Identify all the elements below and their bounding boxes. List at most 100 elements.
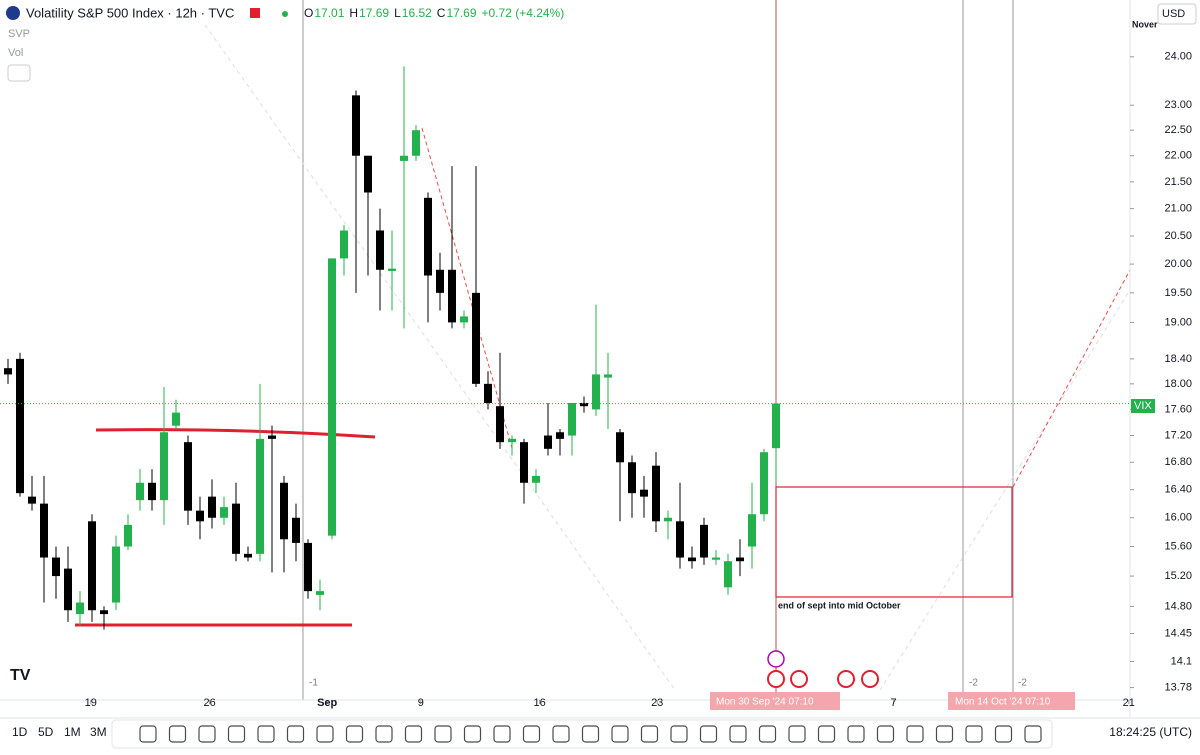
y-tick-label: 16.00 — [1164, 512, 1192, 524]
tool-icon[interactable] — [847, 725, 865, 743]
tool-icon[interactable] — [965, 725, 983, 743]
tool-icon[interactable] — [876, 725, 895, 743]
candle-body — [256, 438, 264, 554]
candle-body — [580, 402, 588, 407]
y-tick-label: 24.00 — [1164, 51, 1192, 63]
tool-icon[interactable] — [817, 725, 836, 743]
tool-icon[interactable] — [345, 725, 364, 743]
candle-body — [100, 610, 108, 615]
y-tick-label: 15.60 — [1164, 540, 1192, 552]
y-tick-label: 22.50 — [1164, 124, 1192, 136]
y-tick-label: 14.1 — [1171, 655, 1192, 667]
tool-icon[interactable] — [139, 725, 157, 743]
range-button[interactable]: 5D — [38, 725, 54, 739]
candle-body — [160, 432, 168, 501]
candle-body — [700, 524, 708, 558]
candle-body — [676, 521, 684, 558]
tool-icon[interactable] — [375, 725, 393, 743]
event-icon[interactable] — [767, 650, 785, 668]
candle-body — [592, 374, 600, 410]
x-tick-label: 7 — [891, 697, 897, 709]
collapse-button[interactable] — [7, 64, 31, 82]
ohlc-key: O — [304, 6, 313, 20]
candle-body — [184, 442, 192, 511]
tool-icon[interactable] — [994, 725, 1013, 743]
range-button[interactable]: 3M — [90, 725, 107, 739]
y-tick-label: 13.78 — [1164, 681, 1192, 693]
y-tick-label: 21.50 — [1164, 176, 1192, 188]
candle-body — [28, 496, 36, 504]
event-icon[interactable] — [790, 670, 808, 688]
bar-count: -1 — [309, 678, 318, 689]
candle-body — [268, 435, 276, 439]
ohlc-key: C — [437, 6, 446, 20]
bar-count: -2 — [969, 678, 978, 689]
tool-icon[interactable] — [463, 725, 482, 743]
candle-body — [532, 475, 540, 483]
y-tick-label: 23.00 — [1164, 99, 1192, 111]
candle-body — [556, 432, 564, 439]
ohlc-value: +0.72 (+4.24%) — [482, 6, 565, 20]
date-tag: Mon 30 Sep '24 07:10 — [716, 697, 814, 708]
tool-icon[interactable] — [257, 725, 275, 743]
candle-body — [88, 521, 96, 611]
tool-icon[interactable] — [493, 725, 511, 743]
indicator-label[interactable]: SVP — [8, 28, 30, 40]
tool-icon[interactable] — [729, 725, 747, 743]
y-tick-label: 22.00 — [1164, 150, 1192, 162]
tool-icon[interactable] — [1024, 725, 1042, 743]
candle-body — [196, 510, 204, 522]
flag-button[interactable] — [250, 8, 260, 18]
tool-icon[interactable] — [552, 725, 570, 743]
range-button[interactable]: 1D — [12, 725, 28, 739]
event-icon[interactable] — [861, 670, 879, 688]
tool-icon[interactable] — [581, 725, 600, 743]
y-tick-label: 18.40 — [1164, 353, 1192, 365]
tool-icon[interactable] — [168, 725, 187, 743]
candle-body — [244, 553, 252, 558]
candle-body — [364, 155, 372, 193]
date-tag-bg — [710, 692, 840, 710]
indicator-label[interactable]: Vol — [8, 47, 23, 59]
candle-body — [376, 230, 384, 270]
candle-body — [388, 268, 396, 271]
candle-body — [484, 383, 492, 403]
candle-body — [112, 546, 120, 603]
candle-body — [496, 406, 504, 443]
candle-body — [208, 496, 216, 518]
tool-icon[interactable] — [788, 725, 806, 743]
candle-body — [220, 507, 228, 518]
candle-body — [76, 602, 84, 615]
candle-body — [688, 557, 696, 562]
tool-icon[interactable] — [640, 725, 659, 743]
event-icon[interactable] — [837, 670, 855, 688]
tool-icon[interactable] — [758, 725, 777, 743]
tool-icon[interactable] — [522, 725, 541, 743]
candle-body — [4, 368, 12, 375]
y-tick-label: 19.50 — [1164, 287, 1192, 299]
date-tag: Mon 14 Oct '24 07:10 — [955, 697, 1051, 708]
candle-body — [616, 432, 624, 463]
range-line — [95, 428, 376, 439]
tool-icon[interactable] — [935, 725, 954, 743]
tool-icon[interactable] — [404, 725, 423, 743]
tool-icon[interactable] — [906, 725, 924, 743]
ohlc-value: 16.52 — [402, 6, 432, 20]
candle-body — [736, 557, 744, 562]
tool-icon[interactable] — [286, 725, 305, 743]
tool-icon[interactable] — [316, 725, 334, 743]
currency-button[interactable] — [1157, 3, 1197, 25]
tool-icon[interactable] — [611, 725, 629, 743]
tool-icon[interactable] — [434, 725, 452, 743]
symbol-tag: VIX — [1134, 400, 1152, 412]
tool-icon[interactable] — [227, 725, 246, 743]
range-box — [775, 486, 1013, 598]
tool-icon[interactable] — [699, 725, 718, 743]
candle-body — [292, 517, 300, 543]
tool-icon[interactable] — [670, 725, 688, 743]
range-button[interactable]: 1M — [64, 725, 81, 739]
x-tick-label: 23 — [651, 697, 663, 709]
event-icon[interactable] — [767, 670, 785, 688]
tool-icon[interactable] — [198, 725, 216, 743]
